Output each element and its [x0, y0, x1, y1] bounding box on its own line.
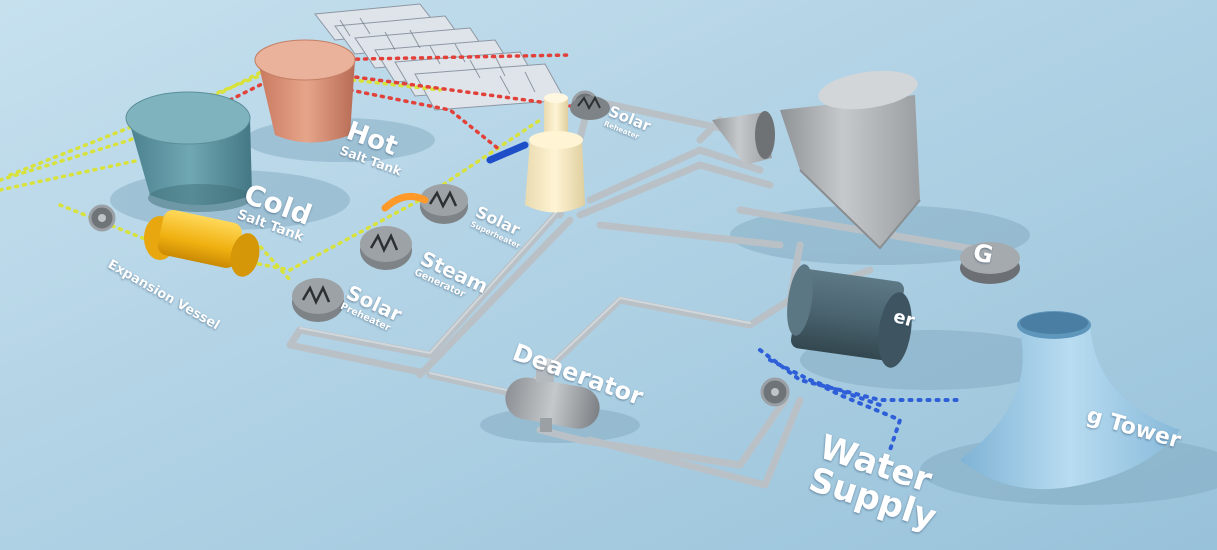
heat-exchanger-steam-generator — [360, 226, 412, 270]
solar-collector-field — [314, 3, 566, 111]
cold-salt-tank — [125, 91, 252, 212]
expansion-vessel — [144, 210, 260, 277]
steam-drum — [525, 93, 585, 213]
cooling-tower — [960, 311, 1180, 490]
zigzag-coil-icon — [577, 95, 601, 111]
hot-salt-tank — [254, 39, 356, 143]
high-pressure-turbine — [712, 111, 775, 165]
low-pressure-turbine — [780, 70, 921, 250]
heat-exchanger-superheater — [420, 184, 468, 224]
condenser — [787, 264, 912, 368]
blue-valve — [486, 141, 529, 164]
pump-icon — [88, 204, 116, 232]
condenser-label: er — [891, 306, 917, 332]
hot-steam-pipe — [381, 192, 429, 212]
pipe-highlights — [299, 207, 751, 395]
heat-exchanger-reheater — [570, 95, 610, 120]
heat-exchanger-preheater — [292, 278, 344, 322]
zigzag-coil-icon — [369, 233, 399, 253]
water-lines — [758, 348, 962, 452]
pump-icon — [760, 377, 790, 407]
zigzag-coil-icon — [428, 190, 458, 209]
deaerator — [505, 358, 600, 432]
zigzag-coil-icon — [301, 285, 331, 305]
generator-icon — [960, 242, 1020, 284]
